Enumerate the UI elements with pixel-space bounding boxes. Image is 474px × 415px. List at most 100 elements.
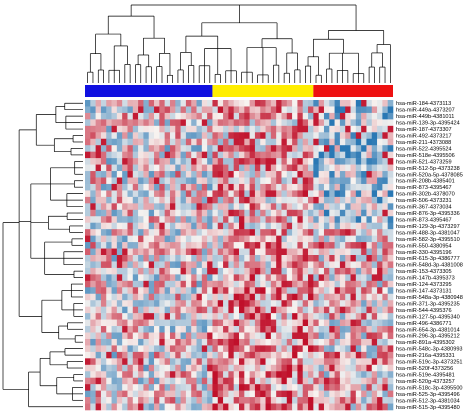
heat-cell <box>387 274 394 282</box>
heat-cell <box>276 306 282 314</box>
heat-cell <box>169 145 176 152</box>
heat-cell <box>116 384 123 391</box>
heat-cell <box>239 203 245 211</box>
heat-cell <box>169 280 176 288</box>
heat-cell <box>313 397 319 404</box>
heat-cell <box>180 287 187 295</box>
heat-cell <box>371 229 378 236</box>
heat-cell <box>339 222 346 230</box>
heat-cell <box>85 397 91 404</box>
heat-cell <box>339 235 346 243</box>
heat-cell <box>223 287 229 295</box>
heat-cell <box>169 132 176 140</box>
heat-cell <box>276 248 282 256</box>
heat-cell <box>377 216 383 224</box>
heat-cell <box>191 177 197 185</box>
heat-cell <box>260 300 266 307</box>
heat-cell <box>132 390 139 398</box>
heat-cell <box>292 255 298 262</box>
heat-cell <box>249 203 256 211</box>
heat-cell <box>387 100 394 107</box>
heat-cell <box>95 332 102 340</box>
heat-cell <box>249 190 256 198</box>
heat-cell <box>249 351 256 359</box>
heat-cell <box>318 183 325 191</box>
heat-cell <box>122 196 128 204</box>
heat-cell <box>143 397 150 404</box>
heat-cell <box>85 351 91 359</box>
heat-cell <box>281 106 288 114</box>
heat-cell <box>345 132 351 140</box>
heat-cell <box>276 112 282 120</box>
heat-cell <box>111 183 118 191</box>
heat-cell <box>154 119 160 127</box>
heat-cell <box>180 267 187 275</box>
heat-cell <box>339 100 346 107</box>
heat-cell <box>239 171 245 178</box>
heat-cell <box>244 287 250 295</box>
heat-cell <box>249 332 256 340</box>
heat-cell <box>111 371 118 379</box>
heat-cell <box>371 326 378 333</box>
heat-cell <box>254 338 261 346</box>
heat-cell <box>127 190 134 198</box>
heat-cell <box>185 364 192 372</box>
heat-cell <box>169 300 176 307</box>
heat-cell <box>228 138 234 146</box>
heat-cell <box>350 229 357 236</box>
heat-cell <box>106 196 112 204</box>
heat-cell <box>355 209 362 217</box>
heat-cell <box>143 151 150 159</box>
heat-cell <box>148 248 155 256</box>
heat-cell <box>249 132 256 140</box>
heat-cell <box>302 125 309 133</box>
heat-cell <box>265 138 272 146</box>
heat-cell <box>169 222 176 230</box>
column-group-color-bar <box>85 85 393 97</box>
heat-cell <box>143 112 150 120</box>
heat-cell <box>265 313 272 320</box>
heat-cell <box>223 164 229 172</box>
heat-cell <box>339 371 346 379</box>
heat-cell <box>132 300 139 307</box>
heat-cell <box>345 280 351 288</box>
heat-cell <box>334 287 341 295</box>
heat-cell <box>249 222 256 230</box>
heat-cell <box>106 132 112 140</box>
heat-cell <box>122 222 128 230</box>
heat-cell <box>297 313 304 320</box>
heat-cell <box>175 338 181 346</box>
heat-cell <box>249 274 256 282</box>
heat-cell <box>244 332 250 340</box>
heat-cell <box>377 222 383 230</box>
heat-cell <box>334 145 341 152</box>
heat-cell <box>276 183 282 191</box>
heat-cell <box>292 377 298 385</box>
heat-cell <box>292 351 298 359</box>
heat-cell <box>286 132 293 140</box>
heat-cell <box>90 125 96 133</box>
heat-cell <box>85 293 91 301</box>
heat-cell <box>244 377 250 385</box>
heat-cell <box>106 397 112 404</box>
heat-cell <box>185 300 192 307</box>
heat-cell <box>265 112 272 120</box>
heat-cell <box>302 306 309 314</box>
heat-cell <box>297 403 304 411</box>
row-label: hsa-miR-520g-4373257 <box>396 379 455 385</box>
heat-cell <box>116 261 123 269</box>
heat-cell <box>191 403 197 411</box>
heat-cell <box>175 112 181 120</box>
heat-cell <box>90 216 96 224</box>
heat-cell <box>329 132 335 140</box>
heat-cell <box>323 338 330 346</box>
heat-cell <box>339 190 346 198</box>
heat-cell <box>100 203 107 211</box>
heat-cell <box>260 397 266 404</box>
heat-cell <box>313 351 319 359</box>
heat-cell <box>185 267 192 275</box>
heat-cell <box>323 164 330 172</box>
heat-cell <box>276 190 282 198</box>
heat-cell <box>90 190 96 198</box>
row-label: hsa-miR-550-4380954 <box>396 243 452 249</box>
